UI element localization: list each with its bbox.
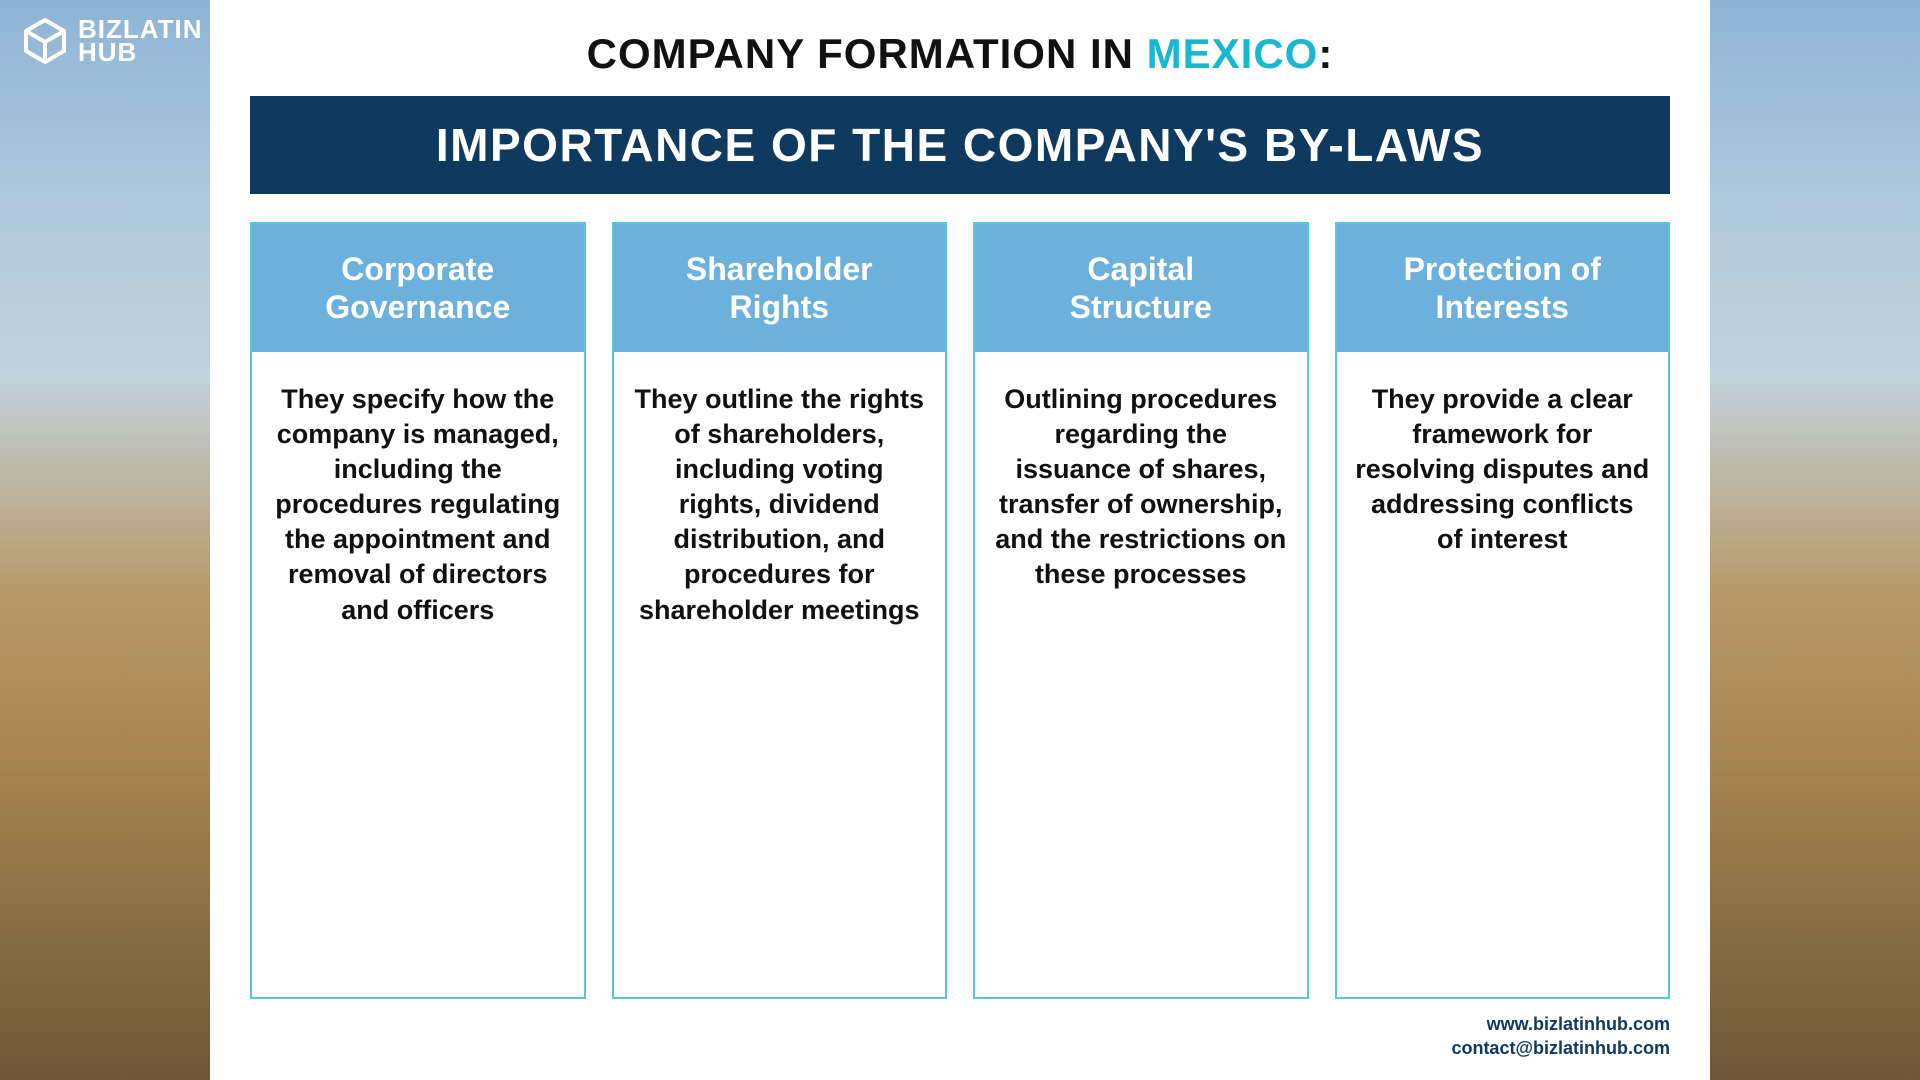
columns-grid: Corporate Governance They specify how th… <box>250 222 1670 999</box>
footer-email: contact@bizlatinhub.com <box>250 1037 1670 1060</box>
brand-logo: BIZLATIN HUB <box>22 18 203 65</box>
column-1-body: They specify how the company is managed,… <box>252 352 584 997</box>
logo-text: BIZLATIN HUB <box>78 18 203 65</box>
footer-url: www.bizlatinhub.com <box>250 1013 1670 1036</box>
column-1-head: Corporate Governance <box>252 224 584 352</box>
content-panel: COMPANY FORMATION IN MEXICO: IMPORTANCE … <box>210 0 1710 1080</box>
logo-line2: HUB <box>78 41 203 64</box>
column-1: Corporate Governance They specify how th… <box>250 222 586 999</box>
column-2-body: They outline the rights of shareholders,… <box>614 352 946 997</box>
title-post: : <box>1318 30 1333 77</box>
col1-h1: Corporate <box>325 250 510 288</box>
column-3-head: Capital Structure <box>975 224 1307 352</box>
column-2: Shareholder Rights They outline the righ… <box>612 222 948 999</box>
col4-h2: Interests <box>1404 288 1601 326</box>
logo-icon <box>22 18 68 64</box>
section-bar: IMPORTANCE OF THE COMPANY'S BY-LAWS <box>250 96 1670 194</box>
column-3: Capital Structure Outlining procedures r… <box>973 222 1309 999</box>
column-2-head: Shareholder Rights <box>614 224 946 352</box>
col3-h2: Structure <box>1070 288 1212 326</box>
title-accent: MEXICO <box>1147 30 1319 77</box>
col1-h2: Governance <box>325 288 510 326</box>
col2-h1: Shareholder <box>686 250 873 288</box>
column-4: Protection of Interests They provide a c… <box>1335 222 1671 999</box>
column-4-head: Protection of Interests <box>1337 224 1669 352</box>
footer: www.bizlatinhub.com contact@bizlatinhub.… <box>250 1013 1670 1060</box>
column-3-body: Outlining procedures regarding the issua… <box>975 352 1307 997</box>
bar-title: IMPORTANCE OF THE COMPANY'S BY-LAWS <box>436 119 1484 171</box>
title-pre: COMPANY FORMATION IN <box>587 30 1147 77</box>
page-title: COMPANY FORMATION IN MEXICO: <box>250 30 1670 78</box>
column-4-body: They provide a clear framework for resol… <box>1337 352 1669 997</box>
col3-h1: Capital <box>1070 250 1212 288</box>
col2-h2: Rights <box>686 288 873 326</box>
col4-h1: Protection of <box>1404 250 1601 288</box>
